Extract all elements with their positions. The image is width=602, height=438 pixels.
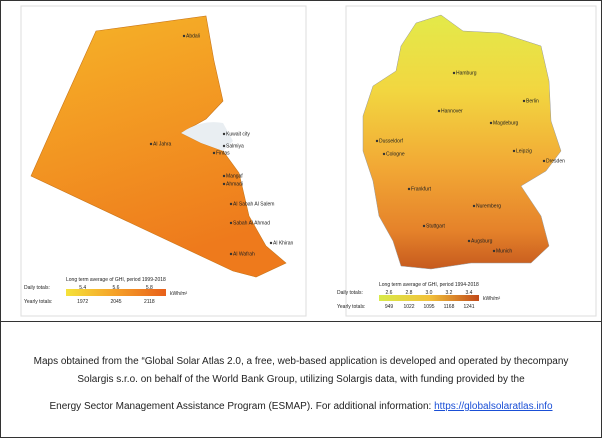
city-dot [149, 142, 153, 146]
city-dot [229, 221, 233, 225]
city-label: Al Sabah Al Salem [233, 202, 274, 208]
city-dot [212, 151, 216, 155]
legend-unit: kWh/m² [483, 296, 501, 302]
city-label: Augsburg [471, 239, 493, 245]
link[interactable]: https://globalsolaratlas.info [434, 401, 553, 412]
city-dot [222, 132, 226, 136]
city-dot [375, 139, 379, 143]
city-dot [437, 109, 441, 113]
city-dot [542, 159, 546, 163]
city-dot [522, 99, 526, 103]
city-dot [222, 174, 226, 178]
city-dot [222, 182, 226, 186]
city-label: Munich [496, 249, 512, 255]
legend-title: Long term average of GHI, period 1999-20… [66, 277, 166, 283]
city-dot [489, 121, 493, 125]
city-dot [492, 249, 496, 253]
legend-label: Yearly totals: [24, 299, 52, 305]
kuwait-shape [30, 15, 287, 278]
city-label: Al Wafrah [233, 252, 255, 258]
city-label: Magdeburg [493, 121, 519, 127]
legend-yearly: 1168 [444, 304, 455, 310]
city-label: Dresden [546, 159, 565, 165]
city-label: Stuttgart [426, 224, 446, 230]
legend-daily: 3.0 [426, 290, 433, 296]
city-label: Nuremberg [476, 204, 501, 210]
legend-daily: 3.4 [466, 290, 473, 296]
city-label: Al Jahra [153, 142, 172, 148]
legend-daily: 5.4 [79, 285, 86, 291]
city-dot [269, 241, 273, 245]
caption-line: Energy Sector Management Assistance Prog… [1, 401, 601, 412]
legend-yearly: 2045 [110, 299, 121, 305]
legend-yearly: 2118 [144, 299, 155, 305]
city-dot [222, 144, 226, 148]
legend-daily: 3.2 [446, 290, 453, 296]
legend-daily: 5.6 [113, 285, 120, 291]
legend-daily: 2.8 [406, 290, 413, 296]
city-label: Dusseldorf [379, 139, 404, 145]
legend-label: Daily totals: [337, 290, 363, 296]
city-dot [182, 34, 186, 38]
legend-daily: 2.6 [386, 290, 393, 296]
caption-line: Solargis s.r.o. on behalf of the World B… [77, 374, 525, 385]
city-dot [512, 149, 516, 153]
city-label: Al Khiran [273, 241, 294, 247]
city-label: Ahmadi [226, 182, 243, 188]
city-label: Cologne [386, 152, 405, 158]
caption-line: Maps obtained from the “Global Solar Atl… [33, 356, 569, 367]
city-label: Abdali [186, 34, 200, 40]
legend-daily: 5.8 [146, 285, 153, 291]
city-dot [452, 71, 456, 75]
legend-yearly: 1241 [463, 304, 474, 310]
legend-label: Daily totals: [24, 285, 50, 291]
city-dot [229, 252, 233, 256]
city-dot [229, 202, 233, 206]
germany-shape [362, 14, 562, 270]
city-label: Sabah Al Ahmad [233, 221, 270, 227]
city-label: Hannover [441, 109, 463, 115]
city-label: Salmiya [226, 144, 244, 150]
legend-yearly: 1095 [423, 304, 434, 310]
city-label: Kuwait city [226, 132, 250, 138]
caption-text: Energy Sector Management Assistance Prog… [49, 401, 435, 412]
right-legend-bar [379, 295, 479, 301]
left-legend-bar [66, 289, 166, 296]
city-dot [422, 224, 426, 228]
city-label: Leipzig [516, 149, 532, 155]
legend-yearly: 1972 [77, 299, 88, 305]
city-label: Mangaf [226, 174, 243, 180]
city-label: Hamburg [456, 71, 477, 77]
city-dot [382, 152, 386, 156]
city-label: Fintas [216, 151, 230, 157]
city-dot [472, 204, 476, 208]
bay [181, 122, 233, 151]
legend-yearly: 949 [385, 304, 394, 310]
legend-title: Long term average of GHI, period 1994-20… [379, 282, 479, 288]
city-dot [467, 239, 471, 243]
legend-yearly: 1022 [403, 304, 414, 310]
city-dot [407, 187, 411, 191]
legend-unit: kWh/m² [170, 291, 188, 297]
legend-label: Yearly totals: [337, 304, 365, 310]
city-label: Berlin [526, 99, 539, 105]
city-label: Frankfurt [411, 187, 432, 193]
